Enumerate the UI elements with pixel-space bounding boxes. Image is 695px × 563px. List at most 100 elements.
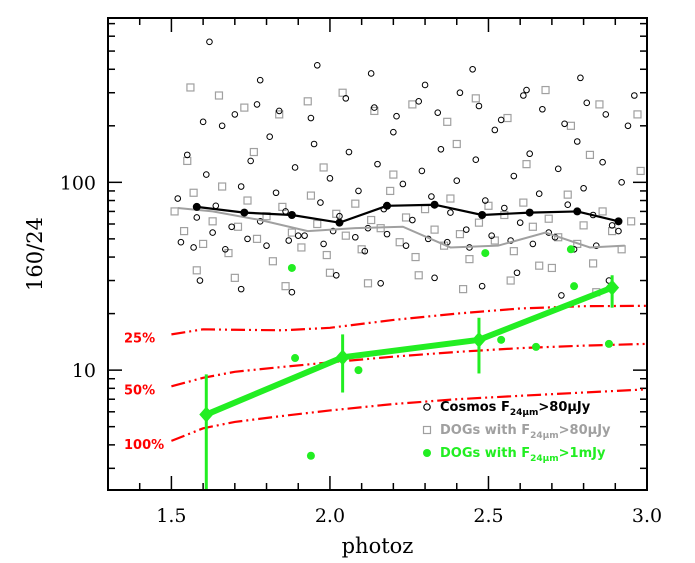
dog80-point	[408, 100, 417, 109]
dog80-point	[249, 147, 258, 157]
data-points	[170, 38, 645, 299]
dog80-point	[585, 150, 595, 159]
cosmos-point	[615, 227, 622, 235]
cosmos-point	[535, 190, 543, 197]
cosmos-point	[361, 247, 369, 255]
binned-point	[605, 279, 620, 296]
cosmos-point	[383, 230, 391, 238]
dog80-point	[443, 117, 452, 126]
cosmos-point	[399, 180, 407, 188]
x-tick-label: 3.0	[632, 505, 662, 527]
axis-ticks: 1.5 2.0 2.5 3.0 10 100	[60, 18, 662, 527]
cosmos-point	[275, 107, 283, 115]
cosmos-point	[247, 157, 254, 165]
dog80-point	[275, 110, 284, 119]
cosmos-point	[602, 111, 610, 118]
dog80-point	[306, 191, 316, 200]
legend-marker	[422, 425, 432, 435]
dog1mjy-point	[306, 451, 315, 460]
cosmos-point	[244, 235, 251, 243]
cosmos-point	[456, 89, 464, 97]
dog80-point	[338, 88, 347, 97]
cosmos-median-point	[240, 208, 249, 217]
dog1mjy-point	[570, 282, 579, 291]
cosmos-point	[371, 104, 378, 111]
dog80-point	[598, 207, 607, 216]
cosmos-point	[520, 92, 527, 99]
dog80-point	[401, 213, 411, 222]
cosmos-point	[367, 70, 375, 77]
track-label: 25%	[124, 331, 155, 346]
dog1mjy-point	[287, 263, 296, 272]
cosmos-point	[218, 122, 226, 130]
dog80-point	[566, 121, 576, 130]
dog1mjy-point	[291, 354, 300, 363]
dog80-point	[506, 276, 515, 285]
cosmos-point	[332, 271, 340, 279]
cosmos-point	[266, 133, 274, 140]
dog80-point	[325, 268, 335, 277]
cosmos-point	[624, 122, 632, 130]
track-line	[171, 388, 648, 442]
cosmos-point	[501, 204, 508, 212]
cosmos-point	[237, 285, 245, 293]
cosmos-point	[523, 86, 530, 94]
dog80-point	[233, 222, 243, 231]
binned-point	[335, 349, 350, 366]
cosmos-point	[561, 120, 568, 128]
dog80-point	[519, 198, 528, 207]
dog80-point	[459, 285, 468, 294]
cosmos-point	[631, 92, 638, 99]
dog80-point	[588, 259, 598, 268]
plot-frame	[107, 17, 648, 491]
dog80-point	[509, 247, 518, 256]
cosmos-point	[390, 128, 397, 136]
cosmos-point	[554, 165, 562, 173]
dog80-point	[313, 219, 322, 229]
dog80-point	[627, 217, 636, 226]
legend-marker	[423, 449, 431, 457]
dog80-point	[547, 263, 556, 273]
x-tick-label: 2.0	[315, 505, 345, 527]
cosmos-point	[592, 242, 600, 249]
dog80-point	[579, 221, 588, 230]
dog80-point	[287, 228, 296, 237]
dog80-point	[341, 231, 350, 240]
cosmos-point	[421, 81, 429, 89]
cosmos-point	[301, 232, 308, 239]
legend-entry: DOGs with F24μm>1mJy	[440, 446, 606, 464]
cosmos-point	[352, 233, 359, 241]
dog80-point	[199, 239, 208, 249]
cosmos-median-point	[383, 201, 392, 210]
dog80-point	[430, 225, 439, 234]
x-axis-label: photoz	[342, 534, 414, 558]
cosmos-point	[526, 150, 533, 158]
dog80-point	[503, 113, 512, 123]
dog1mjy-point	[532, 342, 541, 351]
dog80-point	[541, 85, 550, 95]
binned-point	[471, 331, 486, 348]
dog80-point	[471, 94, 480, 103]
cosmos-point	[482, 197, 489, 204]
dog80-point	[357, 245, 366, 254]
dog80-point	[351, 199, 360, 208]
cosmos-point	[199, 118, 207, 126]
cosmos-point	[202, 171, 210, 178]
dog80-point	[192, 266, 201, 275]
cosmos-point	[329, 227, 337, 235]
cosmos-point	[491, 126, 499, 134]
cosmos-median-point	[335, 218, 344, 227]
cosmos-point	[415, 98, 423, 105]
cosmos-point	[285, 237, 293, 244]
dog80-point	[395, 238, 404, 247]
dog80-point	[544, 214, 553, 223]
dog1mjy-point	[604, 339, 613, 348]
cosmos-point	[478, 282, 486, 290]
cosmos-point	[573, 138, 581, 145]
cosmos-point	[326, 175, 334, 182]
dog80-point	[455, 230, 465, 239]
dog80-point	[414, 271, 423, 280]
dog80-point	[243, 196, 252, 205]
cosmos-point	[599, 158, 606, 166]
